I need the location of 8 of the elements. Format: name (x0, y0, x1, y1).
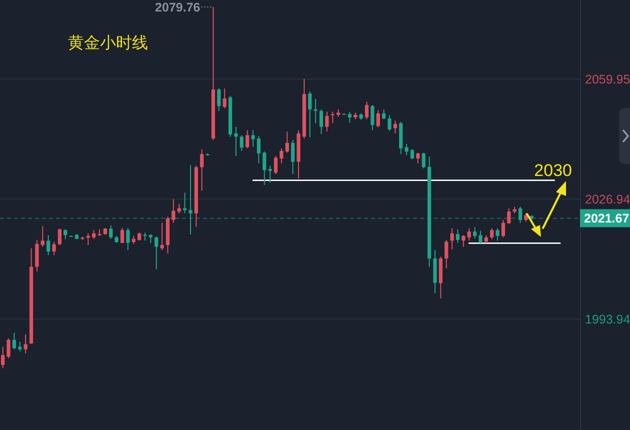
y-tick-label: 2026.94 (585, 192, 630, 207)
annotation: 2079.76 (155, 0, 200, 15)
annotation: 2030 (534, 161, 572, 180)
text: 黄金小时线 (68, 34, 148, 52)
y-tick-label: 1993.94 (585, 312, 630, 326)
ref-line-label: 2021.67 (584, 212, 630, 226)
y-tick-label: 2059.95 (585, 72, 630, 87)
price-tag: 2021.67 (580, 209, 630, 228)
